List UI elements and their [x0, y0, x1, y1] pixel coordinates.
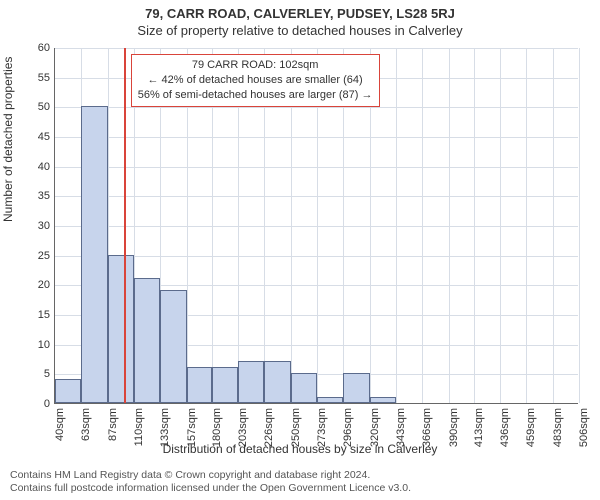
x-tick-label: 63sqm [80, 408, 92, 441]
histogram-bar [134, 278, 160, 403]
histogram-bar [212, 367, 238, 403]
gridline-v [474, 48, 475, 403]
y-tick-label: 30 [26, 220, 50, 232]
y-tick-label: 40 [26, 161, 50, 173]
y-tick-label: 45 [26, 131, 50, 143]
y-tick-label: 15 [26, 309, 50, 321]
page-title: 79, CARR ROAD, CALVERLEY, PUDSEY, LS28 5… [0, 0, 600, 21]
gridline-v [553, 48, 554, 403]
y-tick-label: 0 [26, 398, 50, 410]
x-tick-label: 110sqm [133, 408, 145, 446]
gridline-v [579, 48, 580, 403]
y-tick-label: 50 [26, 101, 50, 113]
histogram-bar [343, 373, 370, 403]
footer-line2: Contains full postcode information licen… [10, 482, 411, 496]
y-tick-label: 55 [26, 72, 50, 84]
histogram-bar [291, 373, 317, 403]
y-tick-label: 25 [26, 250, 50, 262]
footer-attribution: Contains HM Land Registry data © Crown c… [10, 469, 411, 496]
gridline-v [422, 48, 423, 403]
footer-line1: Contains HM Land Registry data © Crown c… [10, 469, 411, 483]
x-tick-label: 40sqm [54, 408, 66, 441]
gridline-v [526, 48, 527, 403]
annotation-box: 79 CARR ROAD: 102sqm← 42% of detached ho… [131, 54, 380, 107]
histogram-bar [160, 290, 187, 403]
histogram-bar [108, 255, 134, 403]
histogram-bar [81, 106, 108, 403]
plot-region: 79 CARR ROAD: 102sqm← 42% of detached ho… [54, 48, 578, 404]
property-marker-line [124, 48, 126, 403]
chart-area: 79 CARR ROAD: 102sqm← 42% of detached ho… [54, 48, 578, 404]
histogram-bar [317, 397, 343, 403]
y-tick-label: 20 [26, 279, 50, 291]
x-tick-label: 87sqm [107, 408, 119, 441]
annotation-line3: 56% of semi-detached houses are larger (… [138, 88, 373, 103]
y-tick-label: 60 [26, 42, 50, 54]
y-tick-label: 5 [26, 368, 50, 380]
y-tick-label: 10 [26, 339, 50, 351]
gridline-v [500, 48, 501, 403]
annotation-line2: ← 42% of detached houses are smaller (64… [138, 73, 373, 88]
annotation-line1: 79 CARR ROAD: 102sqm [138, 58, 373, 73]
gridline-v [449, 48, 450, 403]
page-subtitle: Size of property relative to detached ho… [0, 21, 600, 38]
histogram-bar [264, 361, 291, 403]
y-tick-label: 35 [26, 190, 50, 202]
histogram-bar [370, 397, 396, 403]
x-axis-label: Distribution of detached houses by size … [0, 442, 600, 456]
histogram-bar [55, 379, 81, 403]
gridline-v [396, 48, 397, 403]
histogram-bar [238, 361, 264, 403]
histogram-bar [187, 367, 213, 403]
y-axis-label: Number of detached properties [1, 57, 15, 222]
